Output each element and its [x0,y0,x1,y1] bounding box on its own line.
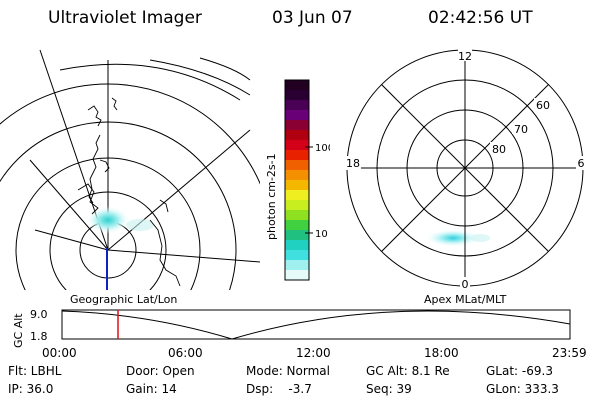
status-glat: GLat: -69.3 [486,364,553,378]
colorbar-segment [285,110,309,121]
status-mode: Mode: Normal [246,364,330,378]
colorbar-segment [285,90,309,101]
mlt-label-0: 0 [462,278,469,291]
colorbar-tick-10: 10 [315,229,328,240]
colorbar-segment [285,150,309,161]
status-ip: IP: 36.0 [8,382,54,396]
colorbar-segment [285,80,309,91]
timeline-ytick-top: 9.0 [30,308,48,321]
right-panel-caption: Apex MLat/MLT [424,293,507,306]
lat-label-60: 60 [536,99,550,112]
mlt-label-12: 12 [458,50,472,63]
colorbar-segment [285,200,309,211]
colorbar-segment [285,120,309,131]
colorbar-segment [285,230,309,241]
magnetic-polar-plot: 12 18 6 0 60 70 80 [345,49,588,291]
colorbar-segment [285,170,309,181]
timeline-ytick-bottom: 1.8 [30,330,48,343]
colorbar-tick-100: 100 [315,143,330,154]
time-label: 02:42:56 UT [428,8,533,28]
status-door: Door: Open [126,364,195,378]
mlt-label-6: 6 [578,157,585,170]
mlt-label-18: 18 [346,157,360,170]
colorbar-segment [285,250,309,261]
colorbar-segment [285,180,309,191]
timeline-ylabel: GC Alt [12,313,25,348]
status-gain: Gain: 14 [126,382,177,396]
timeline-xtick-1: 06:00 [168,346,203,360]
timeline-xtick-4: 23:59 [552,346,587,360]
timeline-xtick-3: 18:00 [424,346,459,360]
lat-label-70: 70 [514,123,528,136]
colorbar: 100 10 photon cm-2s-1 [265,79,330,281]
colorbar-segment [285,140,309,151]
status-seq: Seq: 39 [366,382,412,396]
status-gc-alt: GC Alt: 8.1 Re [366,364,450,378]
colorbar-segment [285,270,309,281]
status-dsp: Dsp: -3.7 [246,382,312,396]
lat-label-80: 80 [492,143,506,156]
colorbar-segment [285,260,309,271]
left-panel-caption: Geographic Lat/Lon [70,293,178,306]
colorbar-segment [285,210,309,221]
status-filter: Flt: LBHL [8,364,62,378]
colorbar-segment [285,130,309,141]
colorbar-segment [285,160,309,171]
colorbar-segment [285,190,309,201]
timeline-xtick-0: 00:00 [42,346,77,360]
date-label: 03 Jun 07 [272,8,353,28]
geographic-map [0,49,260,290]
colorbar-segment [285,240,309,251]
status-glon: GLon: 333.3 [486,382,559,396]
orbit-timeline: GC Alt 9.0 1.8 [12,308,571,348]
colorbar-segment [285,220,309,231]
timeline-xtick-2: 12:00 [296,346,331,360]
colorbar-segment [285,100,309,111]
instrument-title: Ultraviolet Imager [48,8,202,28]
colorbar-label: photon cm-2s-1 [265,153,278,240]
